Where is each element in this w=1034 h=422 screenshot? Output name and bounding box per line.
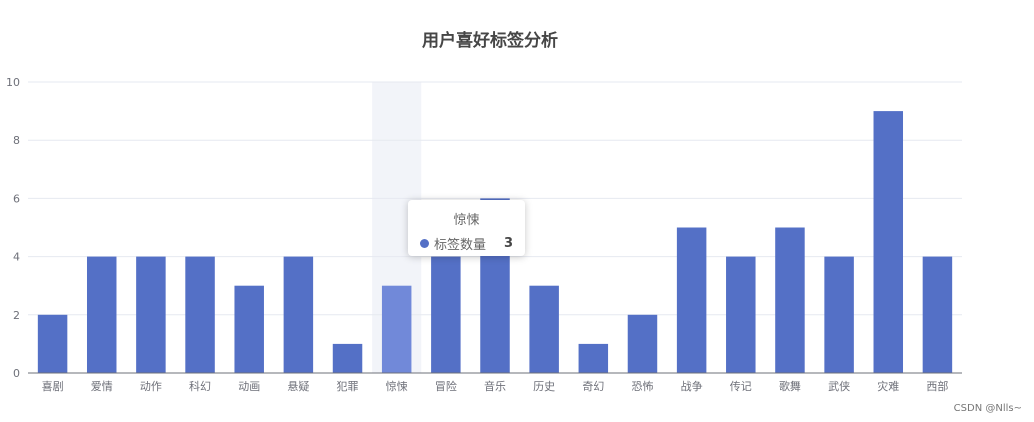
x-tick-label: 恐怖 <box>631 379 653 393</box>
x-tick-label: 动作 <box>140 380 162 393</box>
x-tick-label: 科幻 <box>189 379 211 393</box>
x-tick-label: 动画 <box>238 380 260 393</box>
x-tick-label: 音乐 <box>484 379 506 393</box>
bar <box>726 256 756 373</box>
tooltip: 惊悚 标签数量 3 <box>408 200 525 256</box>
watermark: CSDN @Nlls~ <box>953 403 1022 414</box>
bar <box>332 343 363 373</box>
y-tick-label: 10 <box>6 76 20 89</box>
bar <box>775 227 805 373</box>
y-axis-tick-labels: 0 2 4 6 8 10 <box>6 76 20 380</box>
x-tick-label: 冒险 <box>435 379 457 393</box>
bar <box>283 256 314 373</box>
tooltip-series-dot <box>420 239 429 248</box>
x-tick-label: 歌舞 <box>779 379 801 393</box>
x-tick-label: 战争 <box>681 379 703 393</box>
x-tick-label: 历史 <box>533 380 555 393</box>
x-tick-label: 传记 <box>730 380 752 393</box>
y-tick-label: 2 <box>13 309 20 322</box>
bar <box>676 227 707 373</box>
x-tick-label: 灾难 <box>877 379 899 393</box>
x-tick-label: 悬疑 <box>287 380 309 393</box>
x-tick-label: 犯罪 <box>337 380 359 393</box>
bar <box>578 343 609 373</box>
y-tick-label: 6 <box>13 192 20 205</box>
bar <box>431 256 461 373</box>
y-tick-label: 8 <box>13 134 20 147</box>
bar <box>824 256 854 373</box>
bar <box>37 314 68 373</box>
bars <box>37 111 953 373</box>
tooltip-row: 标签数量 3 <box>420 234 513 253</box>
x-tick-label: 喜剧 <box>42 380 64 393</box>
bar <box>136 256 166 373</box>
bar <box>185 256 215 373</box>
x-tick-label: 奇幻 <box>582 380 604 393</box>
x-tick-label: 爱情 <box>91 380 113 393</box>
x-tick-label: 武侠 <box>828 380 850 393</box>
x-tick-label: 惊悚 <box>386 379 408 393</box>
y-tick-label: 4 <box>13 251 20 264</box>
y-tick-label: 0 <box>13 367 20 380</box>
tooltip-series-name: 标签数量 <box>434 238 487 253</box>
x-axis-tick-labels: 喜剧 爱情 动作 科幻 动画 悬疑 犯罪 惊悚 冒险 音乐 历史 奇幻 恐怖 战争 传记 歌舞 武侠 灾难 西部 <box>42 379 949 393</box>
bar <box>627 314 658 373</box>
bar <box>922 256 953 373</box>
bar <box>529 285 559 373</box>
bar <box>873 111 904 373</box>
tooltip-value: 3 <box>503 236 513 251</box>
bar <box>86 256 117 373</box>
tooltip-title: 惊悚 <box>453 213 480 228</box>
chart-title: 用户喜好标签分析 <box>422 31 558 51</box>
bar <box>381 285 412 373</box>
bar <box>234 285 264 373</box>
x-tick-label: 西部 <box>926 379 948 393</box>
